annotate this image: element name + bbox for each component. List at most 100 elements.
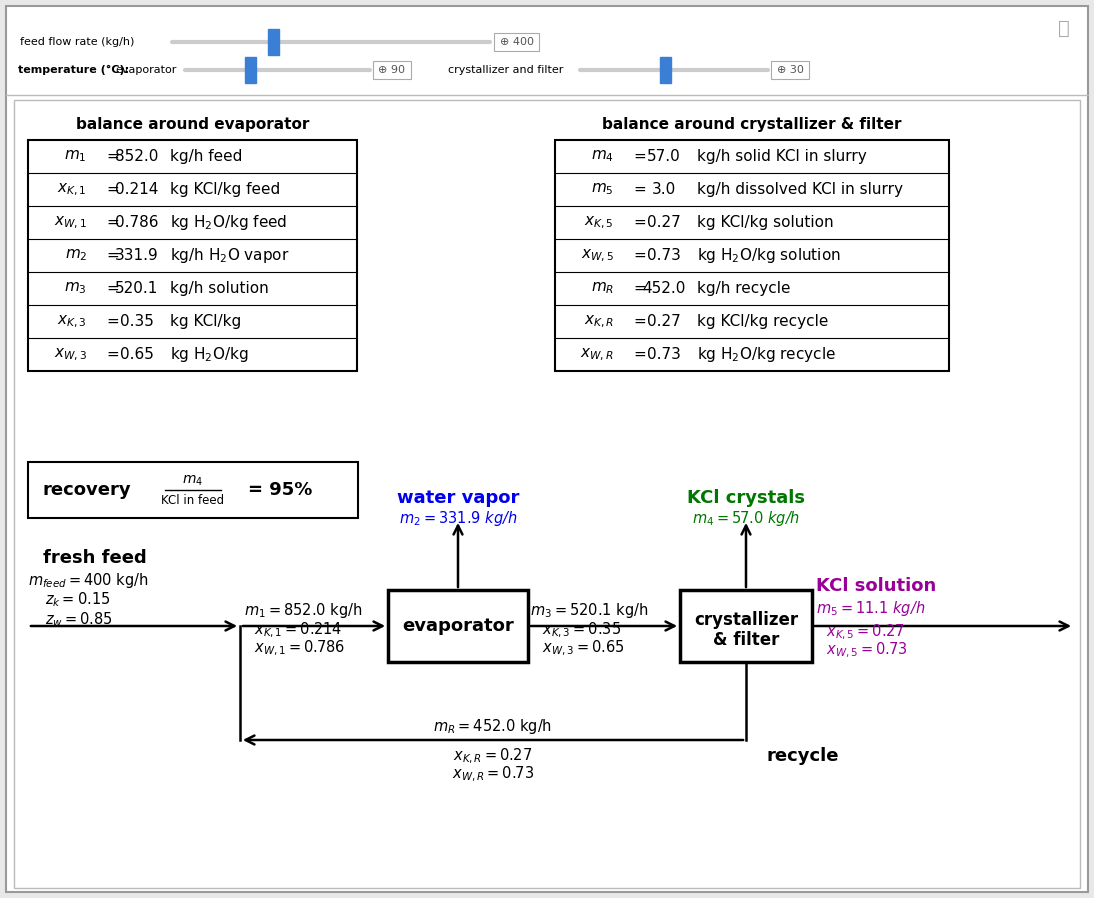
Text: $x_{W,R}$: $x_{W,R}$ bbox=[580, 347, 614, 363]
Text: =: = bbox=[633, 149, 645, 164]
Text: =: = bbox=[106, 281, 119, 296]
Text: $x_{W,5} = 0.73$: $x_{W,5} = 0.73$ bbox=[826, 640, 907, 660]
Text: ⛯: ⛯ bbox=[1058, 19, 1070, 38]
Text: kg KCl/kg solution: kg KCl/kg solution bbox=[697, 215, 834, 230]
Text: 452.0: 452.0 bbox=[642, 281, 686, 296]
Text: kg/h feed: kg/h feed bbox=[170, 149, 243, 164]
Text: $m_R = 452.0$ kg/h: $m_R = 452.0$ kg/h bbox=[433, 717, 552, 735]
Text: 0.65: 0.65 bbox=[120, 347, 154, 362]
Text: 331.9: 331.9 bbox=[115, 248, 159, 263]
Text: $x_{W,5}$: $x_{W,5}$ bbox=[581, 247, 614, 264]
Text: ⊕ 90: ⊕ 90 bbox=[379, 65, 406, 75]
Text: kg H$_2$O/kg solution: kg H$_2$O/kg solution bbox=[697, 246, 841, 265]
Text: fresh feed: fresh feed bbox=[43, 549, 147, 567]
Text: $x_{K,1} = 0.214$: $x_{K,1} = 0.214$ bbox=[254, 621, 342, 639]
Bar bbox=[680, 590, 812, 662]
Text: ⊕ 30: ⊕ 30 bbox=[777, 65, 803, 75]
Text: $x_{W,3} = 0.65$: $x_{W,3} = 0.65$ bbox=[542, 638, 625, 657]
Text: 0.35: 0.35 bbox=[120, 314, 154, 329]
Text: =: = bbox=[633, 215, 645, 230]
Text: evaporator: evaporator bbox=[115, 65, 176, 75]
Bar bbox=[14, 100, 1080, 888]
Text: $m_2 = 331.9$ kg/h: $m_2 = 331.9$ kg/h bbox=[398, 508, 517, 527]
Text: 0.73: 0.73 bbox=[647, 248, 680, 263]
Text: kg/h dissolved KCl in slurry: kg/h dissolved KCl in slurry bbox=[697, 182, 903, 197]
Bar bbox=[555, 140, 948, 371]
Text: $x_{K,R} = 0.27$: $x_{K,R} = 0.27$ bbox=[453, 746, 533, 766]
Text: balance around crystallizer & filter: balance around crystallizer & filter bbox=[603, 118, 901, 133]
Text: feed flow rate (kg/h): feed flow rate (kg/h) bbox=[20, 37, 135, 47]
Text: =: = bbox=[633, 248, 645, 263]
Text: KCl crystals: KCl crystals bbox=[687, 489, 805, 507]
Text: crystallizer: crystallizer bbox=[694, 611, 798, 629]
Bar bbox=[28, 462, 358, 518]
Text: 0.786: 0.786 bbox=[115, 215, 159, 230]
Text: 0.27: 0.27 bbox=[648, 314, 680, 329]
Text: $m_4$: $m_4$ bbox=[183, 474, 203, 489]
Text: $x_{K,5}$: $x_{K,5}$ bbox=[584, 215, 614, 231]
Text: 3.0: 3.0 bbox=[652, 182, 676, 197]
Text: kg/h solution: kg/h solution bbox=[170, 281, 269, 296]
Text: $x_{W,1}$: $x_{W,1}$ bbox=[54, 215, 88, 231]
Text: $z_k = 0.15$: $z_k = 0.15$ bbox=[45, 591, 110, 610]
Text: recovery: recovery bbox=[42, 481, 130, 499]
Text: balance around evaporator: balance around evaporator bbox=[75, 118, 310, 133]
Text: kg H$_2$O/kg recycle: kg H$_2$O/kg recycle bbox=[697, 345, 836, 364]
Text: $m_4$: $m_4$ bbox=[591, 149, 614, 164]
Text: $m_1$: $m_1$ bbox=[65, 149, 88, 164]
Text: water vapor: water vapor bbox=[397, 489, 520, 507]
Text: $m_5$: $m_5$ bbox=[592, 181, 614, 198]
Text: =: = bbox=[106, 347, 119, 362]
Text: kg/h recycle: kg/h recycle bbox=[697, 281, 791, 296]
Text: $x_{W,3}$: $x_{W,3}$ bbox=[54, 347, 88, 363]
Text: 852.0: 852.0 bbox=[115, 149, 159, 164]
Text: ⊕ 400: ⊕ 400 bbox=[500, 37, 534, 47]
Text: $z_w = 0.85$: $z_w = 0.85$ bbox=[45, 611, 113, 629]
Text: 0.214: 0.214 bbox=[115, 182, 159, 197]
Text: $m_1 = 852.0$ kg/h: $m_1 = 852.0$ kg/h bbox=[244, 601, 362, 620]
Text: kg KCl/kg: kg KCl/kg bbox=[170, 314, 242, 329]
Text: kg KCl/kg feed: kg KCl/kg feed bbox=[170, 182, 280, 197]
Text: = 95%: = 95% bbox=[248, 481, 313, 499]
Text: 0.27: 0.27 bbox=[648, 215, 680, 230]
Text: $x_{K,3} = 0.35$: $x_{K,3} = 0.35$ bbox=[542, 621, 621, 639]
Text: =: = bbox=[106, 314, 119, 329]
Text: =: = bbox=[633, 281, 645, 296]
Text: KCl in feed: KCl in feed bbox=[162, 495, 224, 507]
Text: $x_{W,R} = 0.73$: $x_{W,R} = 0.73$ bbox=[452, 764, 534, 784]
Text: temperature (°C):: temperature (°C): bbox=[18, 65, 129, 75]
Bar bbox=[373, 61, 411, 79]
Text: kg KCl/kg recycle: kg KCl/kg recycle bbox=[697, 314, 828, 329]
Text: $m_5 = 11.1$ kg/h: $m_5 = 11.1$ kg/h bbox=[816, 598, 926, 618]
Text: =: = bbox=[633, 347, 645, 362]
Text: =: = bbox=[106, 182, 119, 197]
Text: =: = bbox=[633, 314, 645, 329]
Bar bbox=[771, 61, 808, 79]
Text: 0.73: 0.73 bbox=[647, 347, 680, 362]
Text: $m_R$: $m_R$ bbox=[591, 281, 614, 296]
Text: 57.0: 57.0 bbox=[648, 149, 680, 164]
Text: $m_2$: $m_2$ bbox=[65, 248, 88, 263]
Text: kg/h solid KCl in slurry: kg/h solid KCl in slurry bbox=[697, 149, 866, 164]
Text: 520.1: 520.1 bbox=[115, 281, 159, 296]
Text: $x_{K,3}$: $x_{K,3}$ bbox=[57, 313, 88, 330]
Bar bbox=[268, 29, 279, 55]
Text: $m_4 = 57.0$ kg/h: $m_4 = 57.0$ kg/h bbox=[691, 508, 800, 527]
Text: $x_{K,1}$: $x_{K,1}$ bbox=[57, 181, 88, 198]
Text: =: = bbox=[106, 215, 119, 230]
Bar bbox=[494, 33, 539, 51]
Text: $x_{K,R}$: $x_{K,R}$ bbox=[584, 313, 614, 330]
Text: =: = bbox=[106, 248, 119, 263]
Text: $m_3$: $m_3$ bbox=[65, 281, 88, 296]
Text: =: = bbox=[633, 182, 645, 197]
Text: & filter: & filter bbox=[713, 631, 779, 649]
Text: kg H$_2$O/kg: kg H$_2$O/kg bbox=[170, 345, 248, 364]
Text: KCl solution: KCl solution bbox=[816, 577, 936, 595]
Bar bbox=[28, 140, 357, 371]
Text: $m_3 = 520.1$ kg/h: $m_3 = 520.1$ kg/h bbox=[529, 601, 649, 620]
Text: recycle: recycle bbox=[766, 747, 838, 765]
Text: kg/h H$_2$O vapor: kg/h H$_2$O vapor bbox=[170, 246, 290, 265]
Bar bbox=[245, 57, 256, 83]
Bar bbox=[388, 590, 528, 662]
Text: $m_{feed} = 400$ kg/h: $m_{feed} = 400$ kg/h bbox=[28, 570, 149, 589]
